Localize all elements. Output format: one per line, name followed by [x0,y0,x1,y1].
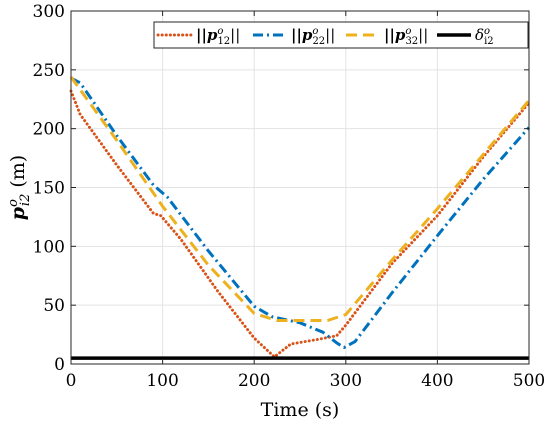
series-line-1 [69,89,531,359]
x-tick-label: 400 [421,371,453,391]
x-tick-label: 200 [238,371,270,391]
series-line-2 [70,76,531,349]
y-tick-label: 150 [33,179,65,199]
x-tick-label: 100 [146,371,178,391]
legend-label-3: ||po 32|| [384,26,428,47]
y-tick-label: 0 [54,355,65,375]
x-tick-label: 0 [66,371,77,391]
y-tick-label: 50 [43,296,65,316]
legend-label-2: ||po 22|| [291,26,335,47]
y-axis-label: poi2(m) [6,155,33,220]
series-line-3 [69,76,531,322]
legend-label-4: δo i2 [475,26,494,47]
y-tick-label: 200 [33,120,65,140]
y-tick-label: 100 [33,237,65,257]
x-axis-label: Time (s) [261,399,340,421]
x-tick-label: 300 [330,371,362,391]
axes: 0 100 200 300 400 500 0 50 100 150 200 250 300 Time (… [6,2,545,421]
plot-area [69,76,531,360]
x-tick-label: 500 [513,371,545,391]
legend: ||po 12|| ||po 22|| ||po 32|| δo i2 [153,21,529,49]
y-tick-label: 300 [33,2,65,22]
y-tick-label: 250 [33,61,65,81]
legend-label-1: ||po 12|| [196,26,240,47]
